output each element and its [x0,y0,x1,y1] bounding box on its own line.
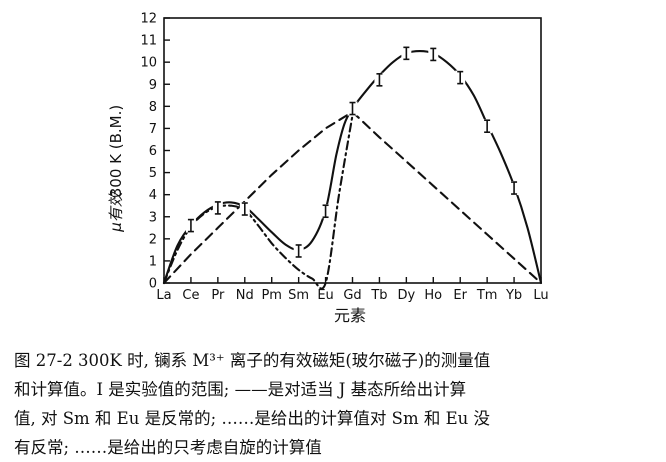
y-axis-label: 300 K (B.M.) [107,105,125,197]
x-tick-label: Yb [505,288,522,303]
y-tick-label: 9 [149,78,157,93]
experimental-range-marker [320,204,331,219]
x-tick-label: Er [453,288,467,303]
x-tick-label: Lu [533,288,548,303]
experimental-range-marker [509,181,520,196]
y-tick-label: 11 [140,34,157,49]
y-tick-label: 7 [149,122,157,137]
y-tick-label: 0 [149,277,157,292]
caption-line-2: 和计算值。I 是实验值的范围; ——是对适当 J 基态所给出计算 [14,380,467,399]
y-axis-symbol: μ有效 [107,190,125,233]
x-tick-label: La [156,288,171,303]
experimental-range-marker [428,47,439,62]
y-tick-label: 3 [149,210,157,225]
y-tick-label: 2 [149,232,157,247]
x-tick-label: Pm [261,288,282,303]
y-tick-label: 4 [149,188,157,203]
experimental-range-marker [212,200,223,215]
x-tick-label: Gd [343,288,361,303]
y-tick-label: 1 [149,254,157,269]
series-line-solid [162,50,543,285]
series-lines [162,50,543,290]
experimental-range-marker [293,243,304,258]
experimental-range-marker [374,72,385,87]
series-line-dash-dot [162,114,354,290]
figure-caption: 图 27-2 300K 时, 镧系 M³⁺ 离子的有效磁矩(玻尔磁子)的测量值 … [14,346,654,462]
series-line-dashed [162,110,543,285]
x-tick-label: Tb [370,288,387,303]
x-tick-label: Dy [397,288,415,303]
y-tick-label: 6 [149,144,157,159]
y-tick-label: 5 [149,166,157,181]
caption-line-4: 有反常; ……是给出的只考虑自旋的计算值 [14,438,322,457]
x-tick-label: Ho [424,288,442,303]
plot-border [163,17,542,284]
x-tick-label: Ce [182,288,199,303]
x-tick-label: Eu [317,288,333,303]
x-tick-label: Tm [476,288,498,303]
y-tick-label: 12 [140,12,157,27]
x-tick-label: Nd [236,288,254,303]
experimental-range-marker [185,218,196,233]
experimental-range-marker [239,202,250,217]
x-tick-label: Pr [211,288,225,303]
experimental-range-marker [347,101,358,116]
y-tick-label: 8 [149,100,157,115]
caption-line-1: 图 27-2 300K 时, 镧系 M³⁺ 离子的有效磁矩(玻尔磁子)的测量值 [14,351,491,370]
experimental-range-marker [482,119,493,134]
x-tick-label: Sm [288,288,309,303]
x-axis-label: 元素 [334,306,366,325]
x-axis: La Ce Pr Nd Pm Sm Eu Gd Tb Dy Ho Er Tm Yb Lu [156,277,549,303]
experimental-range-marker [455,70,466,85]
experimental-range-marker [401,46,412,61]
experimental-ranges [185,46,520,258]
plot-frame [163,17,542,284]
caption-line-3: 值, 对 Sm 和 Eu 是反常的; ……是给出的计算值对 Sm 和 Eu 没 [14,409,490,428]
y-tick-label: 10 [140,56,157,71]
